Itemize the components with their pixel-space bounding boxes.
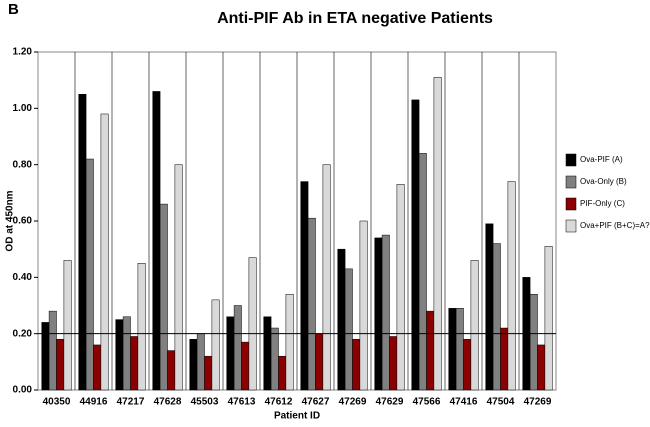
y-tick-label: 0.80 (13, 159, 33, 170)
bar (337, 248, 346, 391)
bar (93, 344, 102, 391)
bar (381, 234, 390, 391)
bar (100, 113, 109, 391)
y-tick-label: 1.00 (13, 103, 33, 114)
x-tick-label: 47269 (339, 397, 367, 408)
bar (537, 344, 546, 391)
y-tick-label: 0.60 (13, 216, 33, 227)
bar (426, 310, 435, 391)
legend-swatch (565, 175, 577, 189)
bar (137, 263, 146, 391)
y-tick-label: 0.40 (13, 272, 33, 283)
bar (500, 327, 509, 391)
bar (204, 355, 213, 391)
bar (248, 257, 257, 391)
x-tick-label: 47612 (265, 397, 293, 408)
bar (159, 203, 168, 391)
x-tick-label: 47566 (413, 397, 441, 408)
bar (241, 341, 250, 391)
bar (48, 310, 57, 391)
x-tick-label: 47613 (228, 397, 256, 408)
bar (278, 355, 287, 391)
legend-label: Ova+PIF (B+C)=A? (580, 221, 650, 230)
bar (485, 223, 494, 391)
bar (233, 305, 242, 391)
legend-swatch (565, 153, 577, 167)
bar (196, 333, 205, 391)
bar (411, 99, 420, 391)
chart-title: Anti-PIF Ab in ETA negative Patients (217, 10, 493, 27)
x-tick-label: 47628 (154, 397, 182, 408)
x-tick-label: 47269 (524, 397, 552, 408)
x-axis-label: Patient ID (274, 411, 320, 422)
x-tick-label: 47416 (450, 397, 478, 408)
bar (492, 243, 501, 391)
bar (463, 339, 472, 391)
bar (85, 158, 94, 391)
bar (78, 94, 87, 391)
x-tick-label: 40350 (43, 397, 71, 408)
bar (189, 339, 198, 391)
y-tick-label: 0.20 (13, 328, 33, 339)
bar (344, 268, 353, 391)
bar (544, 246, 553, 391)
bar (433, 77, 442, 391)
bar (211, 299, 220, 391)
bar (455, 308, 464, 391)
bar (270, 327, 279, 391)
bar (352, 339, 361, 391)
bar (56, 339, 65, 391)
bar (315, 333, 324, 391)
legend-label: PIF-Only (C) (580, 199, 625, 208)
bar (285, 293, 294, 391)
bar (396, 184, 405, 391)
legend-swatch (565, 219, 577, 233)
legend-swatch (565, 197, 577, 211)
bar (307, 217, 316, 391)
y-tick-label: 1.20 (13, 47, 33, 58)
bar (152, 91, 161, 391)
x-tick-label: 47627 (302, 397, 330, 408)
x-tick-label: 47629 (376, 397, 404, 408)
bar (529, 293, 538, 391)
bar (322, 164, 331, 391)
bar (122, 316, 131, 391)
bar (263, 316, 272, 391)
x-tick-label: 47217 (117, 397, 145, 408)
bar (418, 153, 427, 391)
legend-label: Ova-Only (B) (580, 177, 627, 186)
x-tick-label: 47504 (487, 397, 515, 408)
bar (130, 336, 139, 391)
y-tick-label: 0.00 (13, 385, 33, 396)
bar (174, 164, 183, 391)
bar (226, 316, 235, 391)
bar (300, 181, 309, 391)
bar (507, 181, 516, 391)
bar (41, 322, 50, 391)
panel-label: B (8, 1, 19, 18)
legend-label: Ova-PIF (A) (580, 155, 623, 164)
x-tick-label: 45503 (191, 397, 219, 408)
bar (359, 220, 368, 391)
bar (448, 308, 457, 391)
bar (389, 336, 398, 391)
bar (374, 237, 383, 391)
y-axis-label: OD at 450nm (5, 190, 16, 251)
bar (63, 260, 72, 391)
x-tick-label: 44916 (80, 397, 108, 408)
bar (470, 260, 479, 391)
bar (167, 350, 176, 391)
bar (115, 319, 124, 391)
